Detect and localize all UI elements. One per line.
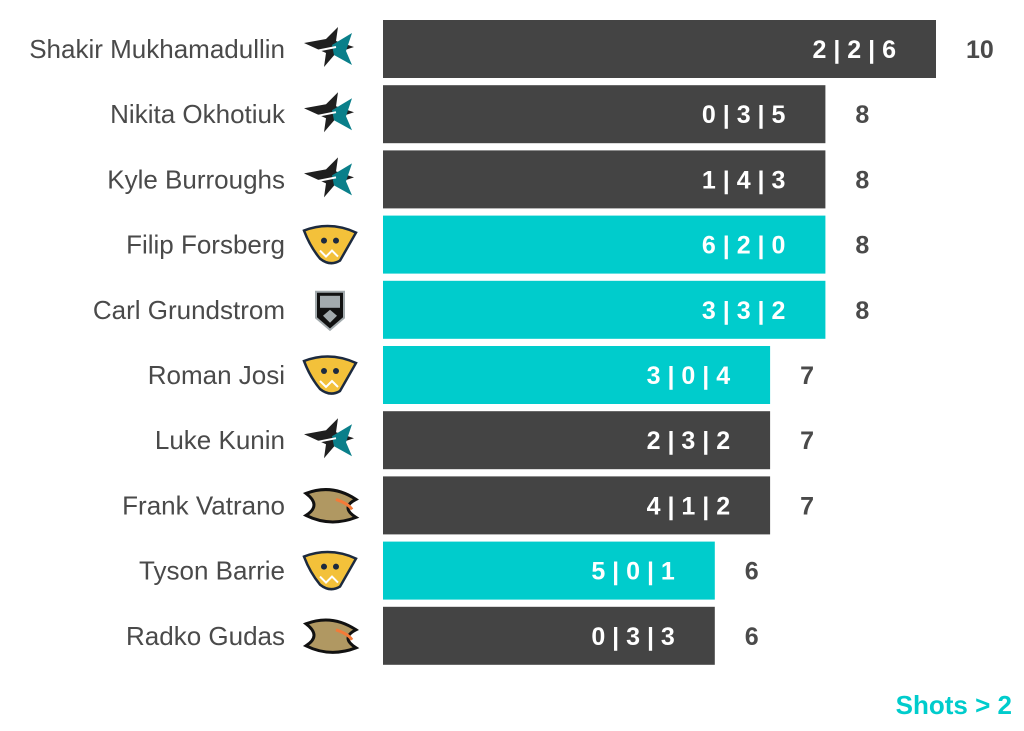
- player-name-label: Nikita Okhotiuk: [110, 99, 286, 129]
- total-value-label: 6: [745, 623, 759, 651]
- bar-row: Tyson Barrie 5 | 0 | 1 6: [139, 541, 759, 600]
- segment-breakdown-label: 0 | 3 | 3: [591, 623, 674, 651]
- segment-breakdown-label: 2 | 2 | 6: [813, 36, 896, 64]
- sharks-icon: [304, 157, 354, 198]
- bar: [383, 85, 826, 144]
- kings-icon: [315, 290, 345, 332]
- predators-icon: [302, 550, 358, 591]
- player-name-label: Tyson Barrie: [139, 556, 285, 586]
- bar: [383, 346, 771, 404]
- predators-icon: [302, 355, 358, 395]
- player-name-label: Shakir Mukhamadullin: [29, 34, 285, 64]
- sharks-icon: [304, 27, 354, 67]
- bar-row: Carl Grundstrom 3 | 3 | 2 8: [93, 280, 869, 339]
- predators-icon: [302, 224, 358, 265]
- bar: [383, 541, 715, 600]
- bar-row: Kyle Burroughs 1 | 4 | 3 8: [107, 150, 869, 209]
- bar: [383, 411, 771, 470]
- segment-breakdown-label: 4 | 1 | 2: [647, 492, 730, 520]
- ducks-icon: [302, 618, 360, 654]
- total-value-label: 8: [855, 101, 869, 129]
- segment-breakdown-label: 5 | 0 | 1: [591, 558, 675, 586]
- bar-row: Radko Gudas 0 | 3 | 3 6: [126, 606, 759, 665]
- sharks-icon: [304, 418, 354, 459]
- segment-breakdown-label: 0 | 3 | 5: [702, 101, 786, 129]
- player-name-label: Radko Gudas: [126, 621, 285, 651]
- player-name-label: Kyle Burroughs: [107, 164, 285, 194]
- bar-row: Filip Forsberg 6 | 2 | 0 8: [126, 215, 869, 274]
- segment-breakdown-label: 6 | 2 | 0: [702, 232, 785, 260]
- bar: [383, 215, 826, 274]
- total-value-label: 8: [855, 166, 869, 194]
- bar: [383, 150, 826, 209]
- bar-row: Nikita Okhotiuk 0 | 3 | 5 8: [110, 85, 869, 144]
- segment-breakdown-label: 3 | 0 | 4: [647, 362, 731, 390]
- bar: [383, 476, 771, 535]
- bar-row: Luke Kunin 2 | 3 | 2 7: [155, 411, 814, 470]
- bar-row: Roman Josi 3 | 0 | 4 7: [148, 346, 814, 404]
- total-value-label: 7: [800, 362, 814, 390]
- bar: [383, 20, 936, 78]
- bar: [383, 606, 715, 665]
- segment-breakdown-label: 1 | 4 | 3: [702, 166, 785, 194]
- total-value-label: 10: [966, 36, 994, 64]
- player-name-label: Carl Grundstrom: [93, 295, 285, 325]
- shots-note: Shots > 2: [895, 690, 1012, 720]
- total-value-label: 6: [745, 558, 759, 586]
- player-name-label: Luke Kunin: [155, 425, 285, 455]
- segment-breakdown-label: 2 | 3 | 2: [647, 427, 730, 455]
- player-name-label: Filip Forsberg: [126, 230, 285, 260]
- total-value-label: 8: [855, 297, 869, 325]
- sharks-icon: [304, 92, 354, 133]
- player-name-label: Roman Josi: [148, 360, 285, 390]
- player-name-label: Frank Vatrano: [122, 490, 285, 520]
- bar: [383, 280, 826, 339]
- bar-row: Frank Vatrano 4 | 1 | 2 7: [122, 476, 814, 535]
- ducks-icon: [302, 488, 360, 524]
- total-value-label: 7: [800, 492, 814, 520]
- total-value-label: 8: [855, 232, 869, 260]
- segment-breakdown-label: 3 | 3 | 2: [702, 297, 785, 325]
- bar-row: Shakir Mukhamadullin 2 | 2 | 6 10: [29, 20, 994, 78]
- total-value-label: 7: [800, 427, 814, 455]
